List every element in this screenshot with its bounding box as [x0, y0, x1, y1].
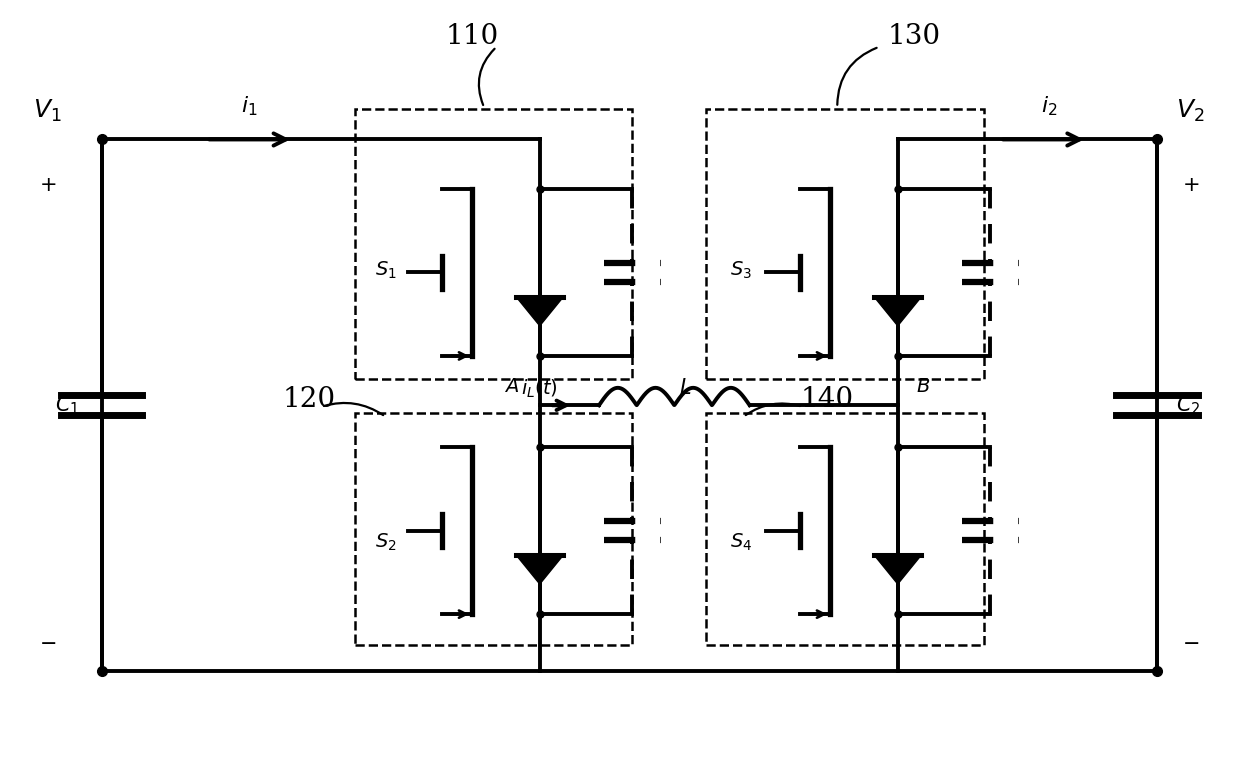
Text: 140: 140 [801, 386, 854, 412]
Text: $V_1$: $V_1$ [33, 98, 62, 124]
Bar [355, 413, 632, 644]
Text: $B$: $B$ [916, 378, 930, 396]
Text: $i_2$: $i_2$ [1042, 95, 1058, 119]
Bar [707, 413, 985, 644]
Text: $-$: $-$ [1182, 633, 1199, 652]
Bar [707, 109, 985, 379]
Text: $+$: $+$ [38, 175, 56, 194]
Text: $+$: $+$ [1182, 175, 1199, 194]
Text: $S_4$: $S_4$ [730, 532, 753, 552]
Text: 130: 130 [888, 24, 940, 50]
Text: $S_3$: $S_3$ [730, 259, 751, 281]
Text: 120: 120 [283, 386, 336, 412]
Bar [355, 109, 632, 379]
Text: $V_2$: $V_2$ [1176, 98, 1204, 124]
Text: $-$: $-$ [38, 633, 56, 652]
Text: $A$: $A$ [503, 378, 518, 396]
Text: $S_2$: $S_2$ [374, 532, 397, 552]
Text: $i_L(t)$: $i_L(t)$ [522, 378, 558, 400]
Polygon shape [874, 297, 921, 326]
Text: $C_1$: $C_1$ [55, 393, 79, 417]
Text: $C_2$: $C_2$ [1176, 393, 1200, 417]
Text: $S_1$: $S_1$ [374, 259, 397, 281]
Text: $L$: $L$ [680, 378, 692, 398]
Polygon shape [516, 555, 563, 584]
Polygon shape [874, 555, 921, 584]
Text: $i_1$: $i_1$ [242, 95, 258, 119]
Polygon shape [516, 297, 563, 326]
Text: 110: 110 [445, 24, 498, 50]
